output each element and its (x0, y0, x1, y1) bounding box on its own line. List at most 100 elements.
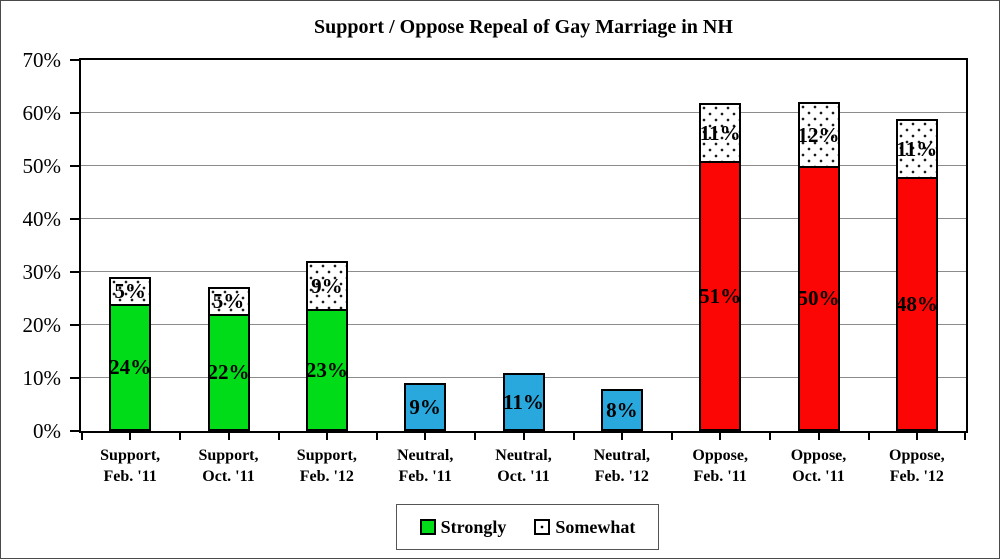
y-axis-tick (70, 165, 79, 167)
strongly-swatch-icon (419, 519, 436, 535)
x-axis-minor-tick (719, 433, 722, 440)
x-axis-label-line2: Oct. '11 (202, 468, 255, 485)
bar-value-label: 48% (895, 291, 938, 316)
bar-segment-strongly: 8% (600, 389, 643, 431)
legend-label-somewhat: Somewhat (555, 516, 636, 537)
x-axis-label-line2: Feb. '12 (889, 468, 944, 485)
bar-segment-strongly: 22% (207, 314, 250, 431)
y-axis-label: 30% (22, 259, 62, 284)
x-axis-label-line1: Support, (198, 447, 259, 464)
gridline (81, 165, 966, 166)
x-axis-label-line2: Feb. '12 (594, 468, 649, 485)
x-axis-tick (867, 433, 870, 440)
bar-value-label: 9% (409, 394, 441, 419)
bar-value-label: 8% (606, 397, 638, 422)
x-axis-label-line2: Feb. '11 (693, 468, 747, 485)
x-axis-label: Support, Feb. '11 (81, 445, 179, 487)
y-axis-tick (70, 324, 79, 326)
legend: Strongly Somewhat (396, 504, 659, 550)
y-axis-tick (70, 271, 79, 273)
x-axis-label: Support, Feb. '12 (278, 445, 376, 487)
x-axis-tick (376, 433, 378, 440)
x-axis-tick (671, 433, 673, 440)
x-axis-label-line1: Oppose, (889, 447, 945, 464)
plot-area: 24% 5% 22% 5% 23% 9% 9% 11% 8% 51% 11% 50% 12% 48% 11% (79, 58, 968, 433)
x-axis-minor-tick (129, 433, 132, 440)
legend-item-strongly: Strongly (419, 516, 507, 538)
x-axis-minor-tick (227, 433, 230, 440)
x-axis-label-line1: Support, (296, 447, 357, 464)
y-axis-label: 70% (22, 47, 62, 72)
y-axis-label: 0% (33, 418, 61, 443)
x-axis-tick (179, 433, 182, 440)
x-axis-minor-tick (817, 433, 820, 440)
y-axis-label: 40% (22, 206, 62, 231)
y-axis-tick (70, 59, 79, 61)
y-axis-tick (70, 112, 79, 114)
x-axis-label: Neutral, Feb. '12 (573, 445, 671, 487)
bar-value-label: 12% (797, 122, 840, 147)
chart-title: Support / Oppose Repeal of Gay Marriage … (314, 16, 733, 38)
y-axis-label: 50% (22, 153, 62, 178)
somewhat-swatch-icon (534, 519, 551, 535)
bar-value-label: 5% (212, 289, 245, 313)
bar-segment-somewhat: 9% (305, 261, 348, 311)
x-axis-tick (964, 433, 966, 440)
bar-value-label: 11% (699, 120, 741, 145)
x-axis-label-line2: Feb. '11 (398, 468, 452, 485)
y-axis-tick (70, 218, 79, 220)
y-axis-label: 60% (22, 100, 62, 125)
bar-segment-somewhat: 11% (895, 119, 938, 179)
legend-item-somewhat: Somewhat (534, 517, 635, 538)
bar-value-label: 11% (896, 136, 938, 161)
bar-value-label: 51% (699, 283, 742, 308)
y-axis-tick (70, 430, 79, 432)
bar-segment-strongly: 51% (699, 161, 742, 431)
x-axis-tick (277, 433, 280, 440)
x-axis-label: Neutral, Feb. '11 (376, 445, 474, 487)
bar-value-label: 5% (114, 279, 146, 303)
x-axis-label-line1: Neutral, (593, 447, 651, 464)
bar-value-label: 24% (109, 355, 152, 379)
y-axis-tick (70, 377, 79, 379)
x-axis-minor-tick (325, 433, 328, 440)
bar-segment-strongly: 50% (797, 166, 840, 431)
x-axis-label-line1: Neutral, (396, 447, 454, 464)
x-axis-label-line2: Oct. '11 (497, 468, 550, 485)
bar-value-label: 9% (311, 273, 343, 298)
x-axis-minor-tick (620, 433, 623, 440)
x-axis-minor-tick (522, 433, 525, 440)
y-axis-label: 10% (22, 365, 62, 390)
bar-segment-somewhat: 5% (109, 277, 152, 306)
x-axis-label-line1: Neutral, (495, 447, 552, 464)
x-axis-label-line1: Oppose, (692, 447, 748, 464)
x-axis-tick (474, 433, 477, 440)
bar-value-label: 23% (305, 357, 348, 382)
x-axis-tick (81, 433, 83, 440)
x-axis-label-line2: Feb. '12 (299, 468, 354, 485)
bar-segment-somewhat: 5% (207, 287, 250, 316)
bar-segment-strongly: 48% (895, 177, 938, 431)
x-axis-tick (769, 433, 772, 440)
x-axis-tick (572, 433, 575, 440)
x-axis-label: Oppose, Feb. '11 (671, 445, 769, 487)
bar-value-label: 11% (503, 389, 544, 414)
x-axis-label-line2: Oct. '11 (792, 468, 845, 485)
bar-segment-strongly: 9% (404, 383, 447, 431)
x-axis-label: Neutral, Oct. '11 (474, 445, 572, 487)
x-axis-label: Oppose, Oct. '11 (769, 445, 867, 487)
x-axis-label-line1: Support, (100, 447, 161, 464)
x-axis-label: Support, Oct. '11 (179, 445, 277, 487)
gridline (81, 112, 966, 113)
bar-segment-somewhat: 12% (797, 102, 840, 168)
bar-segment-somewhat: 11% (699, 103, 742, 163)
bar-segment-strongly: 23% (305, 309, 348, 431)
gridline (81, 271, 966, 272)
legend-label-strongly: Strongly (440, 516, 507, 537)
bar-segment-strongly: 24% (109, 304, 152, 431)
x-axis-label-line2: Feb. '11 (103, 468, 157, 485)
gridline (81, 324, 966, 325)
bar-value-label: 50% (797, 286, 840, 310)
x-axis-label-line1: Oppose, (790, 447, 847, 464)
